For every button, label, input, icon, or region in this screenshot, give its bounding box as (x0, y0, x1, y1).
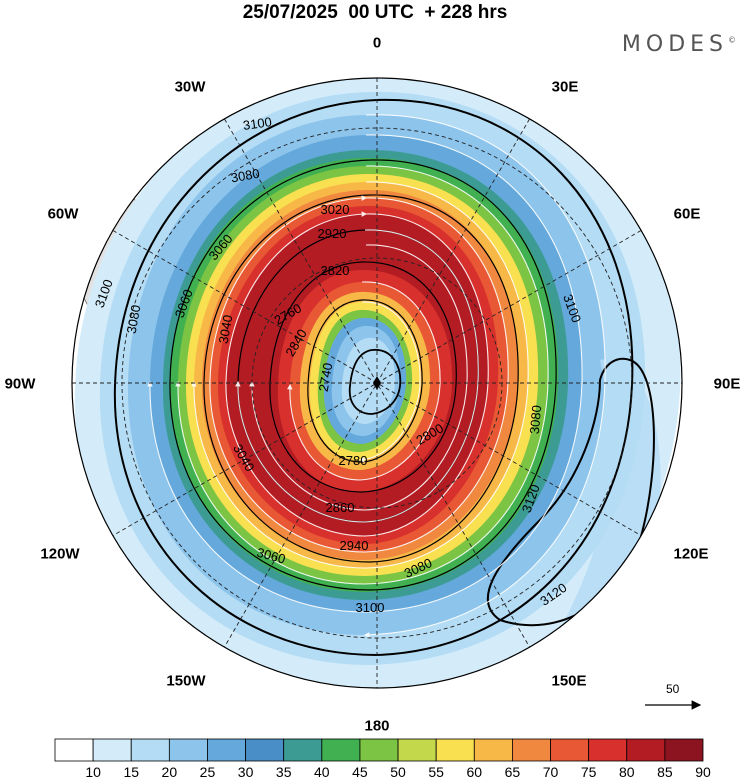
colorbar-swatch (397, 738, 437, 762)
longitude-label-90e: 90E (713, 375, 741, 393)
colorbar-tick-label: 20 (161, 764, 178, 780)
colorbar-swatch (54, 738, 94, 762)
colorbar-swatch (92, 738, 132, 762)
longitude-label-150e: 150E (551, 672, 587, 690)
contour-label: 2860 (326, 500, 355, 515)
longitude-label-0: 0 (372, 34, 382, 52)
colorbar-tick-label: 70 (542, 764, 559, 780)
colorbar-tick-label: 75 (580, 764, 597, 780)
brand-text: MODES (621, 32, 728, 57)
colorbar-tick-label: 80 (618, 764, 635, 780)
longitude-label-90w: 90W (4, 375, 36, 393)
chart-title: 25/07/2025 00 UTC + 228 hrs (242, 2, 508, 23)
longitude-label-30e: 30E (551, 78, 579, 96)
colorbar-tick-label: 90 (695, 764, 711, 780)
colorbar-tick-label: 65 (504, 764, 521, 780)
longitude-label-120e: 120E (673, 545, 709, 563)
contour-label: 2920 (318, 226, 347, 241)
longitude-label-180: 180 (364, 717, 390, 735)
streamlines (147, 114, 606, 638)
colorbar-swatch (130, 738, 170, 762)
longitude-label-60w: 60W (47, 205, 79, 223)
colorbar-swatch (359, 738, 399, 762)
colorbar-tick-label: 30 (237, 764, 254, 780)
colorbar-swatch (626, 738, 666, 762)
contour-label: 2740 (316, 362, 336, 393)
contour-label: 3060 (255, 545, 287, 567)
contour-labels: 3100308030603040302029202820276027402840… (92, 114, 584, 615)
contour-label: 2940 (340, 538, 369, 553)
contour-label: 3080 (230, 166, 261, 186)
contour-label: 3080 (527, 405, 544, 435)
colorbar-tick-label: 25 (199, 764, 216, 780)
colorbar-tick-label: 35 (275, 764, 292, 780)
colorbar-swatch (473, 738, 513, 762)
colorbar-swatch (435, 738, 475, 762)
colorbar-swatch (283, 738, 323, 762)
colorbar-swatch (168, 738, 208, 762)
pole-marker (373, 376, 381, 390)
brand-logo: MODES© (622, 32, 736, 57)
colorbar-swatch (207, 738, 246, 762)
colorbar-swatch (321, 738, 361, 762)
colorbar-tick-label: 10 (85, 764, 101, 780)
colorbar-swatch (664, 738, 704, 762)
colorbar-swatch (245, 738, 285, 762)
contour-label: 3040 (216, 314, 236, 345)
longitude-label-150w: 150W (166, 672, 206, 690)
colorbar-swatch (512, 738, 551, 762)
colorbar-tick-label: 85 (657, 764, 673, 780)
contour-label: 3100 (356, 600, 385, 615)
contour-label: 2780 (339, 453, 368, 468)
colorbar-tick-label: 55 (428, 764, 444, 780)
colorbar-tick-label: 40 (314, 764, 330, 780)
colorbar-tick-label: 50 (390, 764, 406, 780)
colorbar-tick-label: 15 (123, 764, 140, 780)
contour-label: 2820 (321, 263, 350, 278)
contour-label: 3020 (321, 202, 350, 217)
longitude-label-60e: 60E (673, 205, 701, 223)
longitude-label-120w: 120W (40, 545, 80, 563)
colorbar-tick-label: 60 (466, 764, 483, 780)
contour-label: 3100 (242, 114, 273, 133)
colorbar-tick-label: 45 (352, 764, 368, 780)
longitude-label-30w: 30W (174, 78, 206, 96)
colorbar-swatch (588, 738, 628, 762)
map-border (71, 77, 683, 689)
colorbar-swatch (550, 738, 590, 762)
colorbar (54, 738, 704, 762)
copyright-mark: © (728, 35, 736, 45)
vector-scale-label: 50 (666, 682, 680, 696)
contour-label: 3080 (124, 304, 144, 335)
